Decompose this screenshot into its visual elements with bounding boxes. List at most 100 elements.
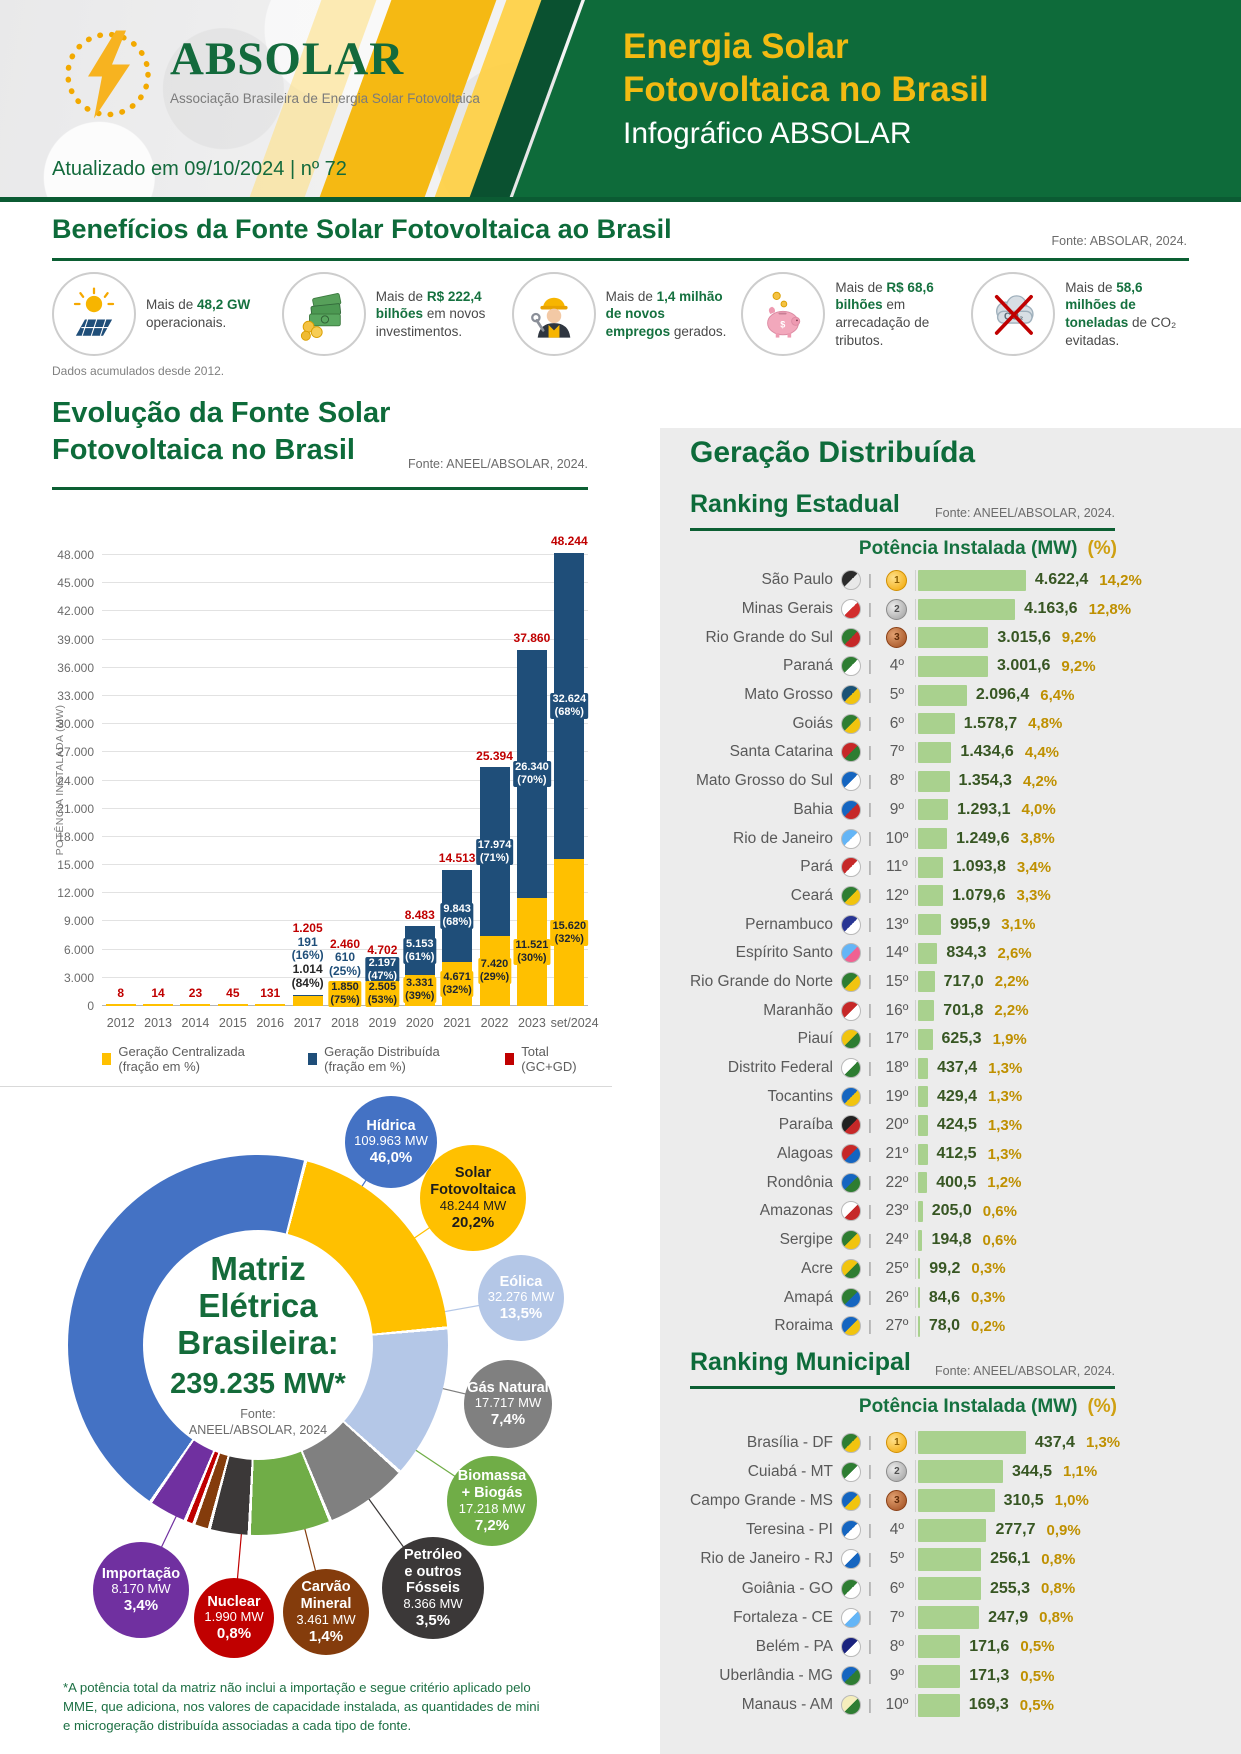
ranking-value: 78,0 (928, 1317, 961, 1335)
flag-icon (841, 1144, 861, 1165)
flag-icon (841, 1520, 861, 1541)
ranking-pct: 0,5% (1020, 1638, 1055, 1656)
divider: | (868, 1434, 872, 1452)
x-axis-label: 2015 (218, 1016, 247, 1030)
benefits-section: Benefícios da Fonte Solar Fotovoltaica a… (52, 214, 1189, 382)
slice-name: Solar (454, 1165, 492, 1182)
ranking-bar-area: 1.249,6 3,8% (914, 828, 1234, 850)
ranking-value: 171,6 (969, 1637, 1010, 1655)
ranking-value: 4.163,6 (1024, 600, 1078, 618)
ranking-name: Campo Grande - MS (690, 1491, 833, 1509)
ranking-row: Alagoas | 21º 412,5 1,3% (668, 1140, 1234, 1169)
ranking-bar (917, 627, 989, 649)
divider: | (868, 1174, 872, 1192)
ranking-name: Pará (800, 858, 833, 876)
y-axis-tick: 12.000 (57, 886, 94, 901)
y-axis-tick: 45.000 (57, 576, 94, 591)
ranking-bar (917, 1086, 928, 1108)
bar-value-label: 131 (260, 985, 281, 1000)
slice-pct: 0,8% (216, 1625, 252, 1643)
ranking-name: Teresina - PI (745, 1521, 833, 1539)
ranking-row: Rio de Janeiro - RJ | 5º 256,1 0,8% (668, 1545, 1234, 1574)
flag-icon (841, 1636, 861, 1657)
evolution-chart-title: Evolução da Fonte Solar Fotovoltaica no B… (52, 395, 588, 469)
ranking-name: Maranhão (763, 1001, 833, 1019)
ranking-pct: 1,3% (988, 1059, 1023, 1077)
ranking-bar (917, 1606, 980, 1630)
ranking-pct: 1,3% (1085, 1434, 1121, 1452)
gridline (102, 864, 588, 866)
ranking-bar-area: 400,5 1,2% (914, 1172, 1234, 1194)
ranking-bar (917, 1460, 1003, 1484)
ranking-name: Mato Grosso (744, 686, 833, 704)
y-axis-tick: 42.000 (57, 604, 94, 619)
divider: | (868, 973, 872, 991)
ranking-name: São Paulo (761, 571, 833, 589)
ranking-pct: 1,0% (1054, 1492, 1089, 1510)
y-axis-tick: 48.000 (57, 548, 94, 562)
legend-item: Geração Centralizada (fração em %) (102, 1044, 284, 1074)
rank-badge: 20º (885, 1116, 909, 1134)
gridline (102, 610, 588, 612)
ranking-value: 247,9 (988, 1608, 1029, 1626)
ranking-name: Cuiabá - MT (747, 1462, 833, 1480)
ranking-bar (917, 914, 942, 936)
y-axis-tick: 36.000 (57, 660, 94, 675)
slice-pct: 1,4% (308, 1627, 344, 1645)
bar-labels: 131 (233, 985, 307, 1001)
ranking-bar-area: 171,3 0,5% (914, 1664, 1234, 1688)
header: Energia Solar Fotovoltaica no Brasil Inf… (0, 0, 1241, 197)
ranking-bar (917, 1172, 928, 1194)
bar-group: 2.460 610 (25%) 1.850 (75%) 2018 (326, 555, 363, 1030)
bar-label-distribuida: 5.153 (61%) (403, 937, 437, 964)
ranking-name: Uberlândia - MG (719, 1667, 833, 1685)
slice-name: Eólica (499, 1273, 543, 1290)
ranking-row: Tocantins | 19º 429,4 1,3% (668, 1082, 1234, 1111)
ranking-name: Amapá (783, 1288, 833, 1306)
slice-bubble: Gás Natural 17.717 MW 7,4% (464, 1360, 552, 1448)
evolution-chart-legend: Geração Centralizada (fração em %) Geraçã… (102, 1044, 588, 1074)
gridline (102, 920, 588, 922)
ranking-pct: 2,2% (994, 1002, 1029, 1020)
bar-segment-distribuida (292, 994, 323, 997)
matrix-donut-section: Matriz Elétrica Brasileira: 239.235 MW* … (0, 1095, 618, 1670)
bar-group: 25.394 17.974 (71%) 7.420 (29%) 2022 (475, 555, 514, 1030)
divider: | (868, 1609, 872, 1627)
benefit-item: Mais de R$ 222,4 bilhões em novos invest… (281, 272, 500, 356)
ranking-pct: 0,5% (1020, 1667, 1055, 1685)
page-title-line1: Energia Solar (623, 27, 849, 66)
absolar-logo: ABSOLAR Associação Brasileira de Energia… (58, 22, 480, 132)
rank-badge: 5º (889, 686, 905, 704)
divider: | (868, 1667, 872, 1685)
stacked-bar (292, 994, 323, 1006)
ranking-pct: 2,6% (997, 944, 1032, 962)
ranking-bar-area: 717,0 2,2% (914, 971, 1234, 993)
rank-badge: 4º (889, 657, 905, 675)
ranking-bar-area: 84,6 0,3% (914, 1287, 1234, 1309)
flag-icon (841, 1115, 861, 1136)
benefit-text-post: em arrecadação de tributos. (835, 297, 930, 348)
ranking-bar-area: 1.354,3 4,2% (914, 770, 1234, 792)
ranking-value: 400,5 (936, 1173, 977, 1191)
logo-subtitle: Associação Brasileira de Energia Solar F… (170, 91, 480, 106)
slice-name: Importação (101, 1565, 181, 1582)
rank-badge: 2 (879, 598, 915, 620)
piggy-bank-icon: $ (741, 272, 826, 356)
legend-label: Geração Distribuída (fração em %) (324, 1044, 440, 1074)
ranking-bar-area: 3.001,6 9,2% (914, 655, 1234, 677)
rank-badge: 22º (885, 1173, 909, 1191)
ranking-name: Belém - PA (755, 1637, 833, 1655)
slice-mw: 3.461 MW (296, 1611, 356, 1627)
ranking-pct: 0,8% (1040, 1580, 1076, 1598)
page-subtitle: Infográfico ABSOLAR (623, 117, 912, 151)
slice-name: Fósseis (406, 1580, 460, 1597)
bar-labels: 45 (196, 986, 270, 1001)
x-axis-label: 2018 (331, 1016, 359, 1030)
ranking-row: Santa Catarina | 7º 1.434,6 4,4% (668, 738, 1234, 767)
divider: | (868, 830, 872, 848)
slice-name: Nuclear (207, 1593, 261, 1610)
ranking-row: Rondônia | 22º 400,5 1,2% (668, 1168, 1234, 1197)
section-rule (690, 528, 1115, 531)
rank-badge: 1 (879, 1432, 915, 1454)
benefit-text: Mais de R$ 68,6 bilhões em arrecadação d… (835, 279, 959, 349)
